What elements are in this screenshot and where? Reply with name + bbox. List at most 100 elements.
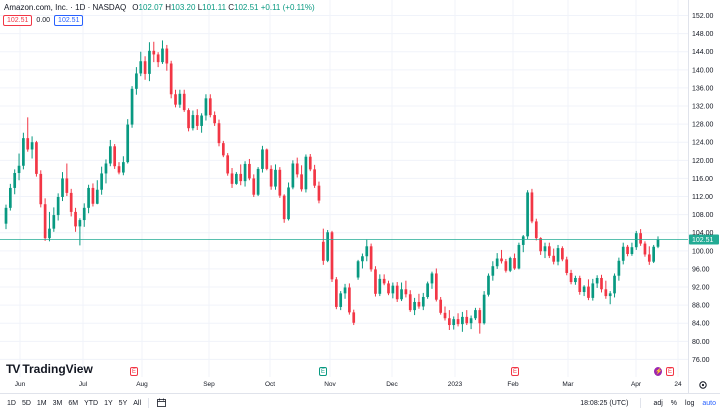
candle-body xyxy=(348,287,351,313)
candle xyxy=(313,164,316,188)
candle xyxy=(361,253,364,269)
timeframe-all[interactable]: All xyxy=(133,399,142,407)
buy-price-button[interactable]: 102.51 xyxy=(54,15,84,26)
candle xyxy=(495,253,499,269)
candle-body xyxy=(578,277,582,293)
last-price-tag xyxy=(689,234,719,245)
candle xyxy=(200,113,203,133)
candle xyxy=(256,167,260,197)
candle-body xyxy=(265,149,269,169)
candle xyxy=(261,145,264,173)
candle-body xyxy=(391,285,395,294)
candle xyxy=(26,117,30,152)
low-label: L xyxy=(197,3,203,12)
candle xyxy=(565,256,569,276)
candle-body xyxy=(639,233,642,244)
candle xyxy=(526,190,529,240)
y-tick-label: 112.00 xyxy=(692,194,713,201)
y-tick-label: 76.00 xyxy=(692,357,710,364)
timeframe-1d[interactable]: 1D xyxy=(7,399,16,407)
candle-body xyxy=(61,178,64,197)
tradingview-logo[interactable]: TV TradingView xyxy=(6,362,93,376)
earnings-event-icon-3[interactable]: E xyxy=(666,367,674,376)
candle-body xyxy=(382,278,386,284)
timeframe-5d[interactable]: 5D xyxy=(21,399,31,407)
candle-body xyxy=(30,142,34,150)
timeframe-ytd[interactable]: YTD xyxy=(84,399,99,407)
candle-body xyxy=(200,115,203,126)
candle-body xyxy=(404,289,408,295)
settings-gear-icon[interactable] xyxy=(699,381,707,389)
candle-body xyxy=(582,286,586,293)
time-axis: Jun Jul Aug Sep Oct Nov Dec 2023 Feb Mar Apr 24 xyxy=(15,381,682,388)
candle xyxy=(487,273,490,297)
sell-price-button[interactable]: 102.51 xyxy=(3,15,33,26)
candle xyxy=(43,198,47,241)
candle-body xyxy=(556,248,560,262)
candle xyxy=(104,159,108,184)
earnings-event-icon-2[interactable]: E xyxy=(511,367,519,376)
candle-body xyxy=(22,138,25,166)
candle xyxy=(352,309,356,326)
candle-body xyxy=(174,94,177,105)
log-toggle[interactable]: log xyxy=(685,399,695,407)
clock-time[interactable]: 18:08:25 (UTC) xyxy=(580,399,629,407)
flash-event-icon[interactable]: ⚡ xyxy=(654,367,663,376)
candle xyxy=(82,203,86,227)
calendar-icon[interactable] xyxy=(153,398,170,409)
candle xyxy=(22,132,25,170)
candle-body xyxy=(521,236,525,245)
candle xyxy=(156,52,160,68)
candle xyxy=(634,230,638,250)
x-tick-label: Sep xyxy=(203,381,215,388)
candle xyxy=(621,242,625,265)
candle-body xyxy=(365,246,369,257)
candle-body xyxy=(26,138,30,150)
candle-body xyxy=(8,187,12,208)
candle-body xyxy=(330,232,334,280)
candle-body xyxy=(608,293,612,297)
candle-body xyxy=(352,312,356,323)
candle xyxy=(639,229,642,246)
percent-toggle[interactable]: % xyxy=(670,399,678,407)
candle xyxy=(617,257,621,281)
candle xyxy=(108,139,112,167)
candle-body xyxy=(474,310,477,319)
candle xyxy=(395,282,399,302)
candle xyxy=(656,236,660,249)
candle xyxy=(139,51,143,77)
candle xyxy=(574,275,577,285)
last-price-label: 102.51 xyxy=(692,237,714,244)
candle xyxy=(430,271,434,289)
timeframe-3m[interactable]: 3M xyxy=(52,399,63,407)
candle-body xyxy=(208,98,212,116)
candle-body xyxy=(574,277,577,283)
price-chart[interactable]: 102.51 152.00 148.00 144.00 140.00 136.00 132… xyxy=(0,0,720,393)
y-tick-label: 120.00 xyxy=(692,158,714,165)
timeframe-1m[interactable]: 1M xyxy=(36,399,47,407)
x-tick-label: Oct xyxy=(265,381,275,388)
auto-toggle[interactable]: auto xyxy=(702,399,716,407)
candle-body xyxy=(356,261,360,278)
candle-body xyxy=(500,258,503,262)
dividend-event-icon[interactable]: E xyxy=(319,367,327,376)
candle-body xyxy=(600,277,603,290)
candle-body xyxy=(300,174,303,190)
timeframe-1y[interactable]: 1Y xyxy=(104,399,113,407)
candle xyxy=(208,94,212,118)
candle-body xyxy=(52,215,56,229)
timeframe-6m[interactable]: 6M xyxy=(68,399,79,407)
timeframe-5y[interactable]: 5Y xyxy=(118,399,128,407)
open-value: 102.07 xyxy=(138,3,163,12)
symbol-title[interactable]: Amazon.com, Inc. · 1D · NASDAQ xyxy=(4,3,127,12)
candle-body xyxy=(143,61,147,74)
candle xyxy=(95,180,99,205)
candle-body xyxy=(282,195,286,220)
candle-body xyxy=(456,319,460,325)
candle xyxy=(13,169,17,195)
adj-toggle[interactable]: adj xyxy=(653,399,663,407)
candle-body xyxy=(378,278,382,294)
candle-body xyxy=(517,244,521,269)
earnings-event-icon[interactable]: E xyxy=(130,367,138,376)
candle xyxy=(343,283,347,299)
